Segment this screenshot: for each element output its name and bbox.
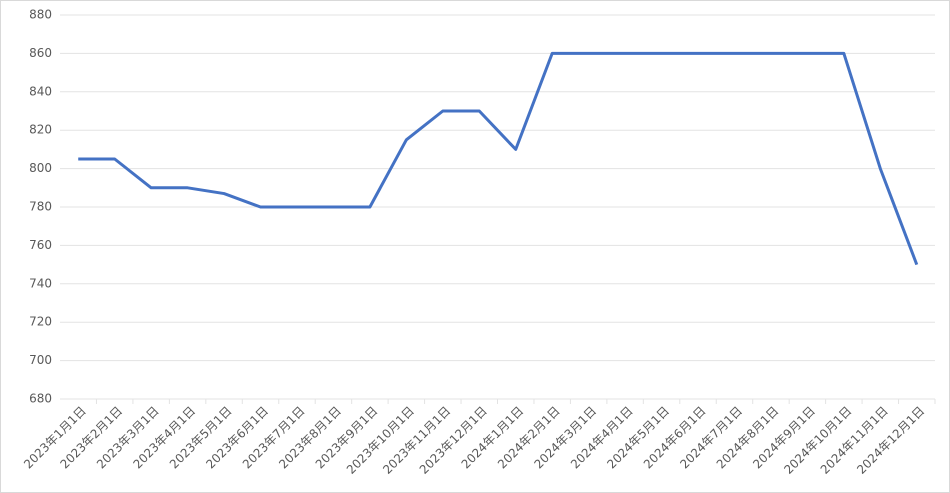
y-tick-label: 700 — [29, 353, 52, 367]
y-tick-label: 760 — [29, 238, 52, 252]
y-tick-label: 720 — [29, 315, 52, 329]
y-tick-label: 820 — [29, 123, 52, 137]
y-tick-label: 800 — [29, 161, 52, 175]
y-tick-label: 880 — [29, 8, 52, 22]
y-tick-label: 780 — [29, 200, 52, 214]
y-tick-label: 740 — [29, 276, 52, 290]
y-tick-label: 840 — [29, 84, 52, 98]
line-series — [78, 51, 919, 266]
y-tick-label: 680 — [29, 392, 52, 406]
y-tick-label: 860 — [29, 46, 52, 60]
